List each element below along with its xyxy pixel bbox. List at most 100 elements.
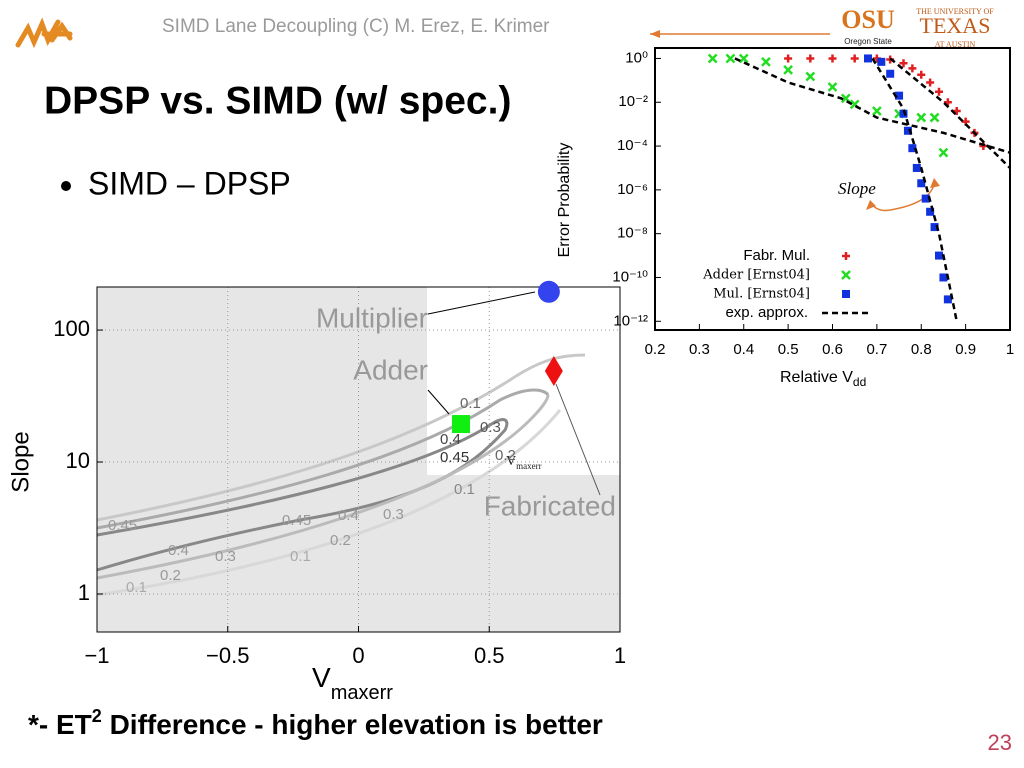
contour-label: 0.3 [480,419,501,436]
page-number: 23 [988,730,1012,755]
y-tick-label: 10⁻⁴ [617,137,648,154]
y-tick-label: 10⁰ [625,49,648,66]
point-label: Adder [353,354,428,385]
marker [850,54,859,63]
contour-label: 0.4 [440,431,461,448]
contour-label: 0.4 [338,507,359,524]
contour-label: 0.2 [160,567,181,584]
annotation-arrow [427,389,450,415]
marker [725,53,736,64]
x-tick-label: 0.3 [689,341,710,358]
contour-label: 0.3 [215,548,236,565]
header-arrowhead [650,30,660,38]
marker [806,54,815,63]
y-tick-label: 100 [53,316,90,341]
x-tick-label: −0.5 [206,643,249,668]
slope-arrowhead [866,178,940,210]
marker [842,290,850,298]
marker [877,57,886,66]
contour-label: 0.1 [290,548,311,565]
contour-label: 0.1 [454,481,475,498]
contour [96,388,550,530]
x-tick-label: 0.6 [822,341,843,358]
y-tick-label: 10⁻⁶ [617,181,648,198]
point-label: Multiplier [316,302,428,333]
marker [935,87,943,96]
marker [784,54,793,63]
ut-logo-top: THE UNIVERSITY OF [916,7,994,16]
marker [903,126,912,135]
annotation: Vmaxerr [506,454,542,471]
marker [783,65,794,75]
y-tick-label: 10⁻⁸ [617,225,648,242]
ut-logo: TEXAS [920,13,991,38]
x-axis-label: Vmaxerr [312,662,393,704]
legend-label: exp. approx. [725,304,808,321]
marker [943,295,952,304]
ut-logo-bottom: AT AUSTIN [935,40,976,49]
annotation-main: V [506,454,516,469]
marker [926,78,935,87]
bullet-dot [61,181,71,191]
x-tick-label: 0.4 [733,341,754,358]
annotation-arrow [427,291,536,315]
header-text: SIMD Lane Decoupling (C) M. Erez, E. Kri… [162,16,550,37]
annotation-sub: maxerr [516,461,541,471]
x-axis-label: Relative Vdd [780,369,866,389]
x-tick-label: 1 [614,643,626,668]
marker [544,355,563,386]
marker [908,64,917,73]
marker [895,91,904,100]
contour-label: 0.45 [282,512,311,529]
bullet-text: SIMD – DPSP [88,165,291,201]
marker [926,207,935,216]
osu-logo: OSU [841,5,895,34]
logo-mark [15,17,73,49]
contour-label: 0.1 [460,395,481,412]
contour-label: 0.2 [330,532,351,549]
marker [899,109,908,118]
contour-label: 0.3 [383,506,404,523]
marker [707,53,718,64]
y-tick-label: 1 [78,580,90,605]
marker [921,194,930,203]
annotation: Slope [838,179,876,198]
annotation-arrow [555,383,601,496]
x-tick-label: 0.9 [955,341,976,358]
marker [871,106,882,116]
marker [938,147,949,158]
x-axis-label-sub: dd [853,375,866,389]
marker [842,252,850,260]
marker [805,71,816,82]
x-tick-label: 0.5 [778,341,799,358]
y-axis-label: Error Probability [556,143,573,258]
slide-title: DPSP vs. SIMD (w/ spec.) [44,79,511,122]
x-tick-label: 1 [1006,341,1014,358]
y-tick-label: 10⁻¹⁰ [612,268,648,285]
marker [827,82,838,92]
chart: 10⁰ 10⁻² 10⁻⁴ 10⁻⁶ 10⁻⁸ 10⁻¹⁰ 10⁻¹² 0.2 0.3 0.4 0.… [556,47,1014,389]
legend-label: Adder [Ernst04] [702,268,810,283]
marker [935,251,943,260]
x-tick-label: 0.8 [911,341,932,358]
marker [537,280,560,303]
y-tick-label: 10 [66,448,90,473]
plot-frame [654,47,1011,331]
marker [452,415,471,434]
marker [939,273,948,282]
contour [96,409,562,597]
marker [916,112,927,123]
point-label: Fabricated [484,490,616,521]
x-axis-label-main: V [312,662,331,693]
x-tick-label: 0.2 [645,341,666,358]
y-axis-label: Slope [7,431,34,492]
contour-label: 0.1 [126,579,147,596]
marker [828,54,837,63]
x-tick-label: −1 [84,643,109,668]
marker [899,59,908,68]
marker [864,54,872,63]
x-tick-label: 0 [352,643,364,668]
